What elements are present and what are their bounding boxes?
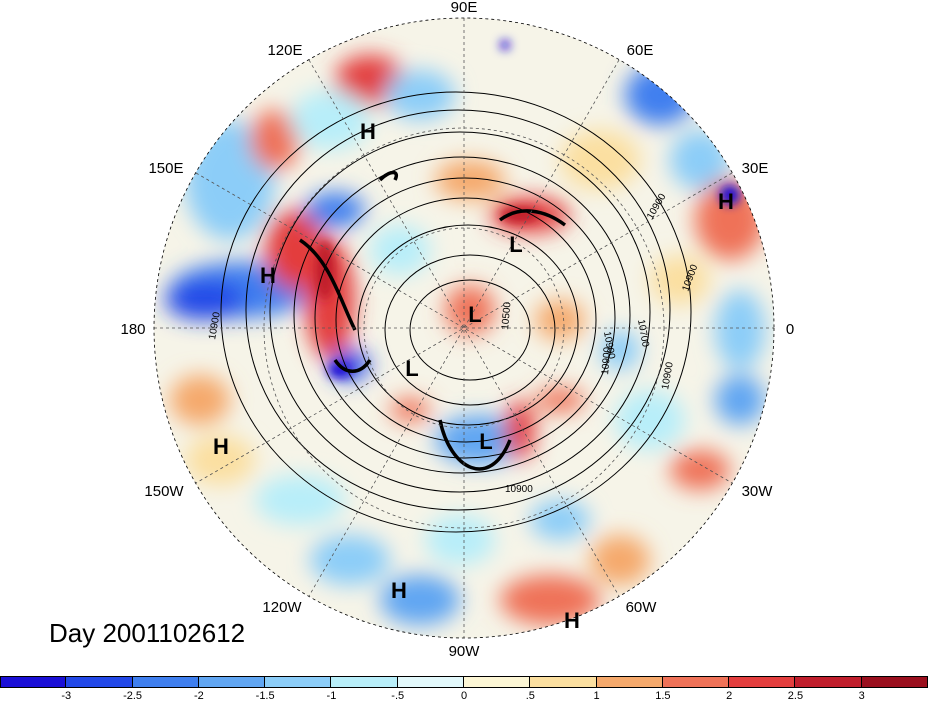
high-pressure-marker: H xyxy=(260,263,276,288)
colorbar-tick-label: 0 xyxy=(460,690,468,702)
contour-label: 10900 xyxy=(600,346,613,375)
colorbar-swatches xyxy=(0,676,928,688)
high-pressure-marker: H xyxy=(213,434,229,459)
colorbar-tick-label: -1.5 xyxy=(255,690,275,702)
contour-label: 10500 xyxy=(500,301,513,330)
colorbar-swatch xyxy=(662,676,730,688)
colorbar-tick-label: 1 xyxy=(593,690,600,702)
colorbar-tick-label: -1 xyxy=(326,690,337,702)
high-pressure-marker: H xyxy=(391,578,407,603)
colorbar-tick-label: -2 xyxy=(193,690,204,702)
colorbar-swatch xyxy=(0,676,67,688)
colorbar-tick-label: -2.5 xyxy=(123,690,143,702)
lon-label-90w: 90W xyxy=(449,643,481,660)
high-pressure-marker: H xyxy=(564,608,580,633)
contour-label: 10900 xyxy=(601,331,617,361)
colorbar-tick-label: .5 xyxy=(525,690,535,702)
colorbar-swatch xyxy=(729,676,796,688)
low-pressure-marker: L xyxy=(468,302,481,327)
lon-label-150w: 150W xyxy=(144,483,184,500)
high-pressure-marker: H xyxy=(718,189,734,214)
colorbar-frame xyxy=(0,676,928,688)
high-pressure-marker: H xyxy=(360,119,376,144)
colorbar-swatch xyxy=(132,676,199,688)
map-boundary xyxy=(153,17,775,639)
colorbar-swatch xyxy=(66,676,133,688)
lon-label-180: 180 xyxy=(120,321,145,338)
lon-label-30e: 30E xyxy=(742,160,769,177)
pressure-centers: H H H H H H L L L L xyxy=(213,119,734,633)
graticule xyxy=(154,18,774,638)
height-contours xyxy=(220,91,692,533)
colorbar-tick-label: 3 xyxy=(858,690,865,702)
colorbar-swatch xyxy=(463,676,531,688)
date-title: Day 2001102612 xyxy=(49,618,246,648)
lon-label-60e: 60E xyxy=(627,42,654,59)
polar-map: 90E 60E 30E 0 30W 60W 90W 120W 150W 180 … xyxy=(120,0,794,660)
low-pressure-marker: L xyxy=(405,356,418,381)
colorbar-tick-label: 1.5 xyxy=(655,690,671,702)
colorbar-swatch xyxy=(397,676,464,688)
lon-label-0: 0 xyxy=(786,321,794,338)
lon-label-150e: 150E xyxy=(148,160,183,177)
colorbar: -3 -2.5 -2 -1.5 -1 -.5 0 .5 1 1.5 2 2.5 3 xyxy=(0,676,928,702)
colorbar-swatch xyxy=(596,676,663,688)
contour-label: 10900 xyxy=(207,311,223,341)
colorbar-swatch xyxy=(198,676,266,688)
lon-label-30w: 30W xyxy=(742,483,774,500)
colorbar-swatch xyxy=(795,676,862,688)
contour-label: 10900 xyxy=(660,361,676,391)
colorbar-swatch xyxy=(331,676,398,688)
colorbar-tick-label: -3 xyxy=(61,690,72,702)
longitude-labels: 90E 60E 30E 0 30W 60W 90W 120W 150W 180 … xyxy=(120,0,794,660)
contour-label: 10900 xyxy=(505,484,533,495)
colorbar-swatch xyxy=(530,676,597,688)
low-pressure-marker: L xyxy=(479,429,492,454)
low-pressure-marker: L xyxy=(509,232,522,257)
colorbar-swatch xyxy=(265,676,332,688)
colorbar-tick-label: -.5 xyxy=(391,690,405,702)
contour-label: 10700 xyxy=(635,319,651,349)
lon-label-90e: 90E xyxy=(451,0,478,16)
colorbar-tick-label: 2 xyxy=(726,690,733,702)
colorbar-tick-label: 2.5 xyxy=(787,690,804,702)
lon-label-120w: 120W xyxy=(262,599,302,616)
lon-label-120e: 120E xyxy=(267,42,302,59)
jet-streaks xyxy=(299,170,567,471)
anomaly-field xyxy=(154,18,774,638)
lon-label-60w: 60W xyxy=(626,599,658,616)
